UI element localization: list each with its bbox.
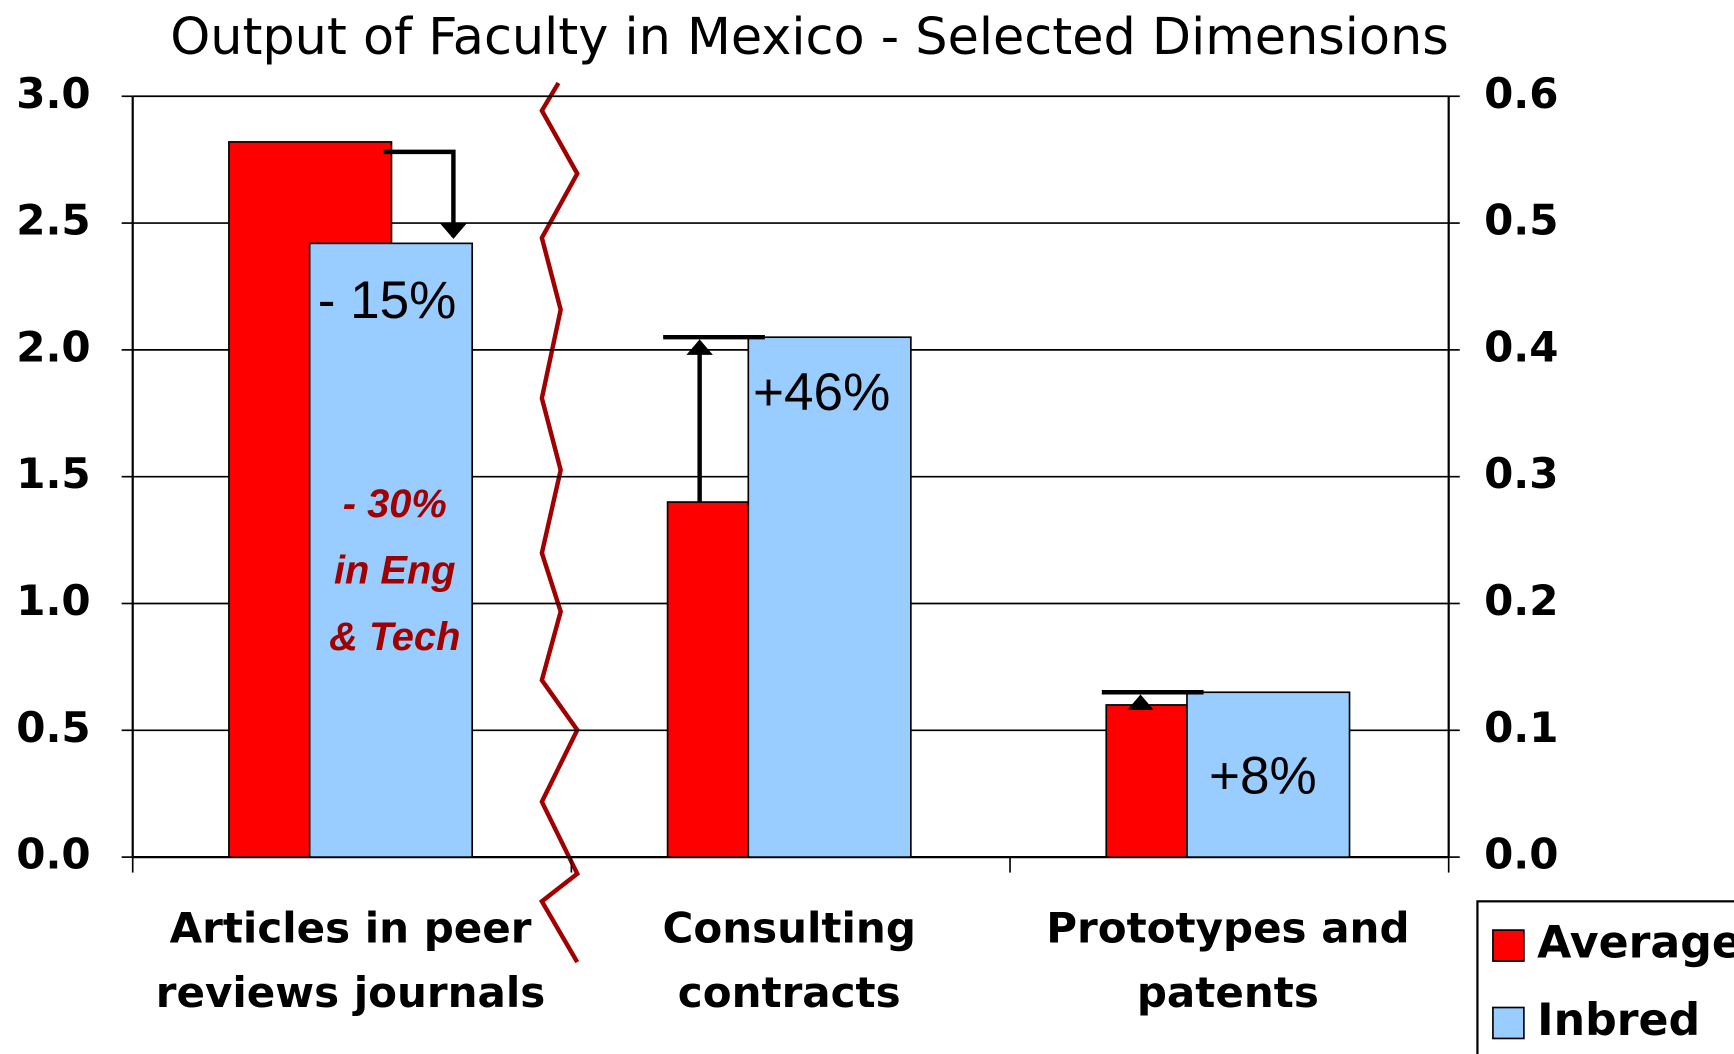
note: in Eng	[334, 548, 456, 592]
y-tick-label: 2.0	[16, 322, 90, 371]
change-arrow	[383, 149, 456, 237]
x-tick-label: contracts	[678, 968, 901, 1017]
y2-tick-label: 0.3	[1484, 449, 1558, 498]
arrow-head	[1127, 694, 1154, 710]
legend-label: Inbred	[1537, 995, 1700, 1046]
arrow-head	[686, 339, 713, 355]
legend-swatch	[1492, 929, 1525, 962]
bar	[308, 242, 474, 858]
x-tick-label: Consulting	[663, 904, 916, 953]
arrow-head	[440, 223, 467, 239]
y2-tick-label: 0.6	[1484, 69, 1558, 118]
annotation: +8%	[1209, 747, 1317, 806]
y-tick-label: 0.5	[16, 703, 90, 752]
y2-tick-label: 0.0	[1484, 830, 1558, 879]
bar	[747, 336, 912, 858]
x-tick-label: Articles in peer	[170, 904, 532, 953]
y2-tick-label: 0.4	[1484, 322, 1558, 371]
y-tick-label: 1.5	[16, 449, 90, 498]
y2-tick-label: 0.2	[1484, 576, 1558, 625]
y-tick-label: 3.0	[16, 69, 90, 118]
x-tick-label: Prototypes and	[1046, 904, 1409, 953]
note: - 30%	[343, 482, 447, 526]
axis-break	[538, 81, 581, 964]
legend-swatch	[1492, 1006, 1525, 1040]
annotation: +46%	[753, 363, 890, 422]
annotation: - 15%	[318, 271, 457, 330]
y2-tick-label: 0.1	[1484, 703, 1558, 752]
y2-tick-label: 0.5	[1484, 196, 1558, 245]
x-tick-label: reviews journals	[156, 968, 546, 1017]
legend-label: Average	[1537, 918, 1734, 969]
bar	[1186, 691, 1351, 858]
chart-title: Output of Faculty in Mexico - Selected D…	[170, 7, 1449, 66]
y-tick-label: 1.0	[16, 576, 90, 625]
y-tick-label: 2.5	[16, 196, 90, 245]
x-tick-label: patents	[1137, 968, 1319, 1017]
note: & Tech	[329, 615, 460, 659]
y-tick-label: 0.0	[16, 830, 90, 879]
